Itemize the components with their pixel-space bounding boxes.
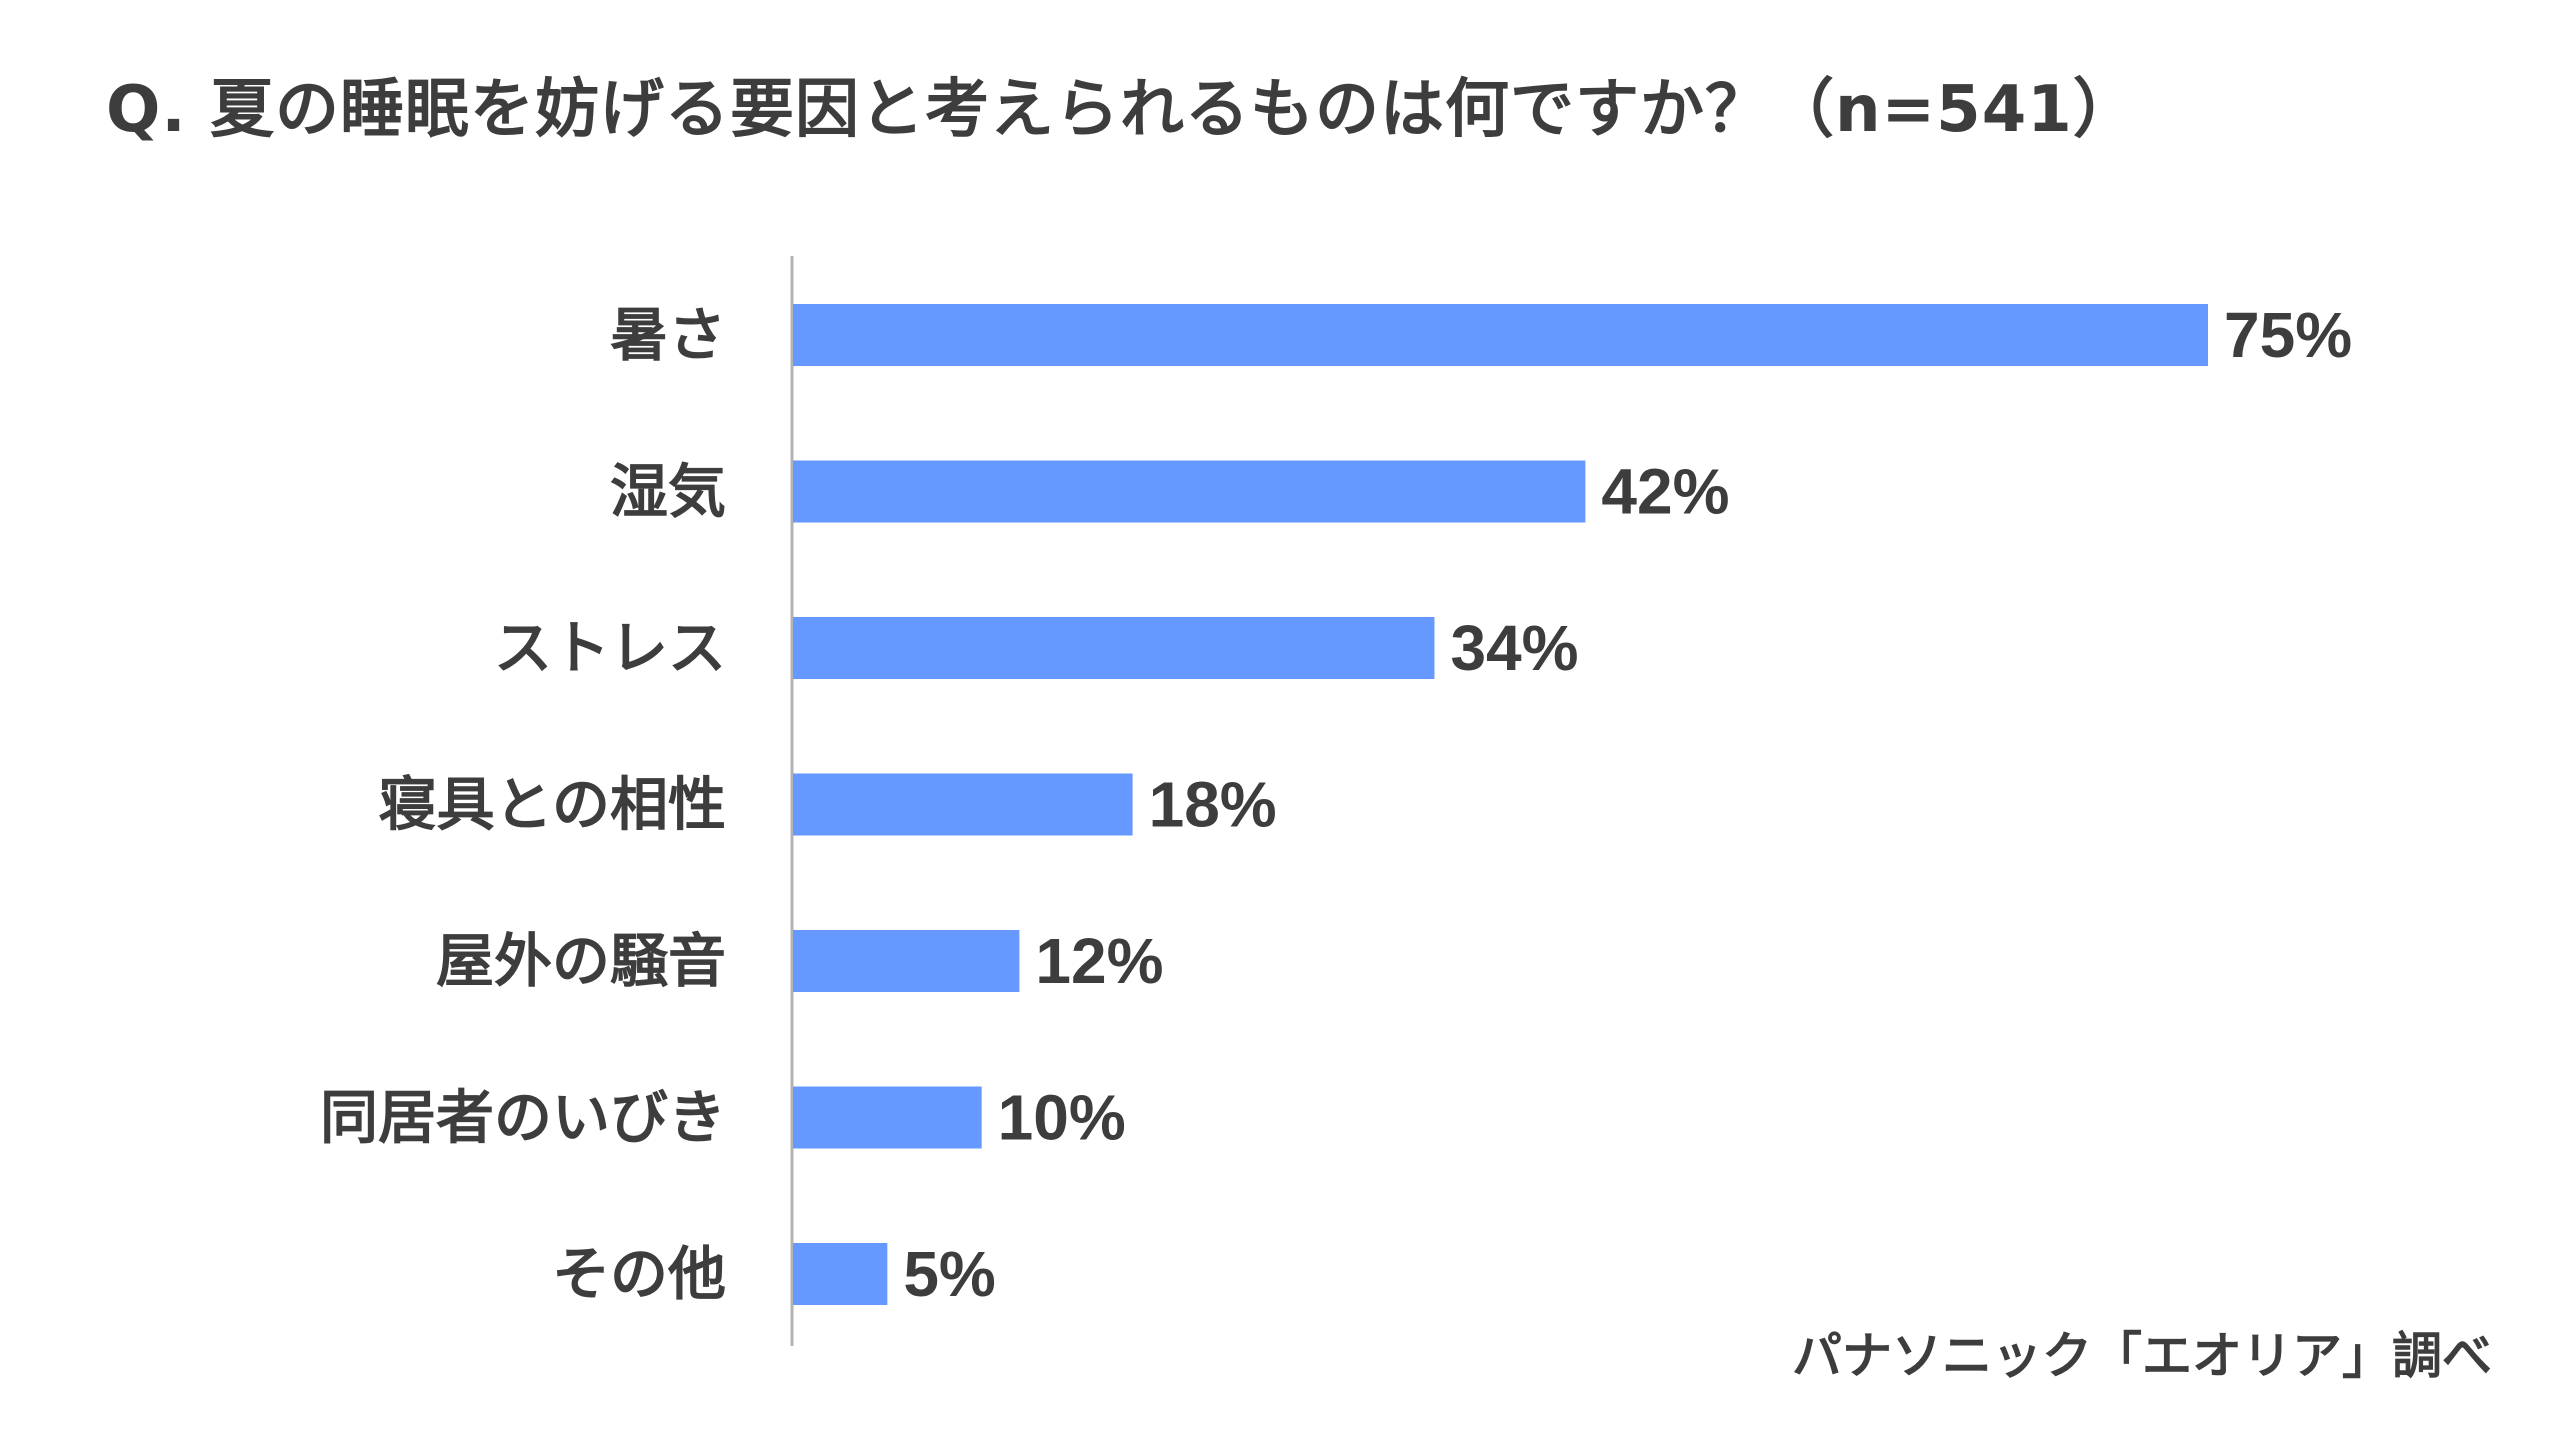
value-label: 34% [1450, 612, 1578, 684]
category-label: 同居者のいびき [320, 1084, 726, 1152]
value-label: 12% [1035, 925, 1163, 997]
category-label: 寝具との相性 [379, 771, 726, 839]
value-label: 42% [1601, 456, 1729, 528]
bar [793, 1086, 982, 1149]
category-label: その他 [552, 1240, 726, 1308]
bar [793, 930, 1020, 992]
value-label: 10% [998, 1082, 1126, 1154]
category-label: 屋外の騒音 [436, 927, 726, 995]
chart-source-note: パナソニック「エオリア」調べ [1792, 1327, 2492, 1385]
category-label: ストレス [494, 614, 726, 682]
bar [793, 460, 1586, 523]
chart-title: Q. 夏の睡眠を妨げる要因と考えられるものは何ですか？（n=541） [106, 73, 2138, 147]
value-label: 18% [1149, 769, 1277, 841]
value-labels: 75% 42% 34% 18% 12% 10% 5% [903, 299, 2352, 1310]
category-label: 暑さ [610, 301, 726, 369]
bar [793, 304, 2208, 366]
bar [793, 617, 1435, 679]
value-label: 75% [2224, 299, 2352, 371]
bar [793, 1243, 888, 1305]
bars [793, 304, 2208, 1305]
category-label: 湿気 [610, 458, 726, 526]
value-label: 5% [903, 1238, 996, 1310]
bar [793, 773, 1133, 836]
